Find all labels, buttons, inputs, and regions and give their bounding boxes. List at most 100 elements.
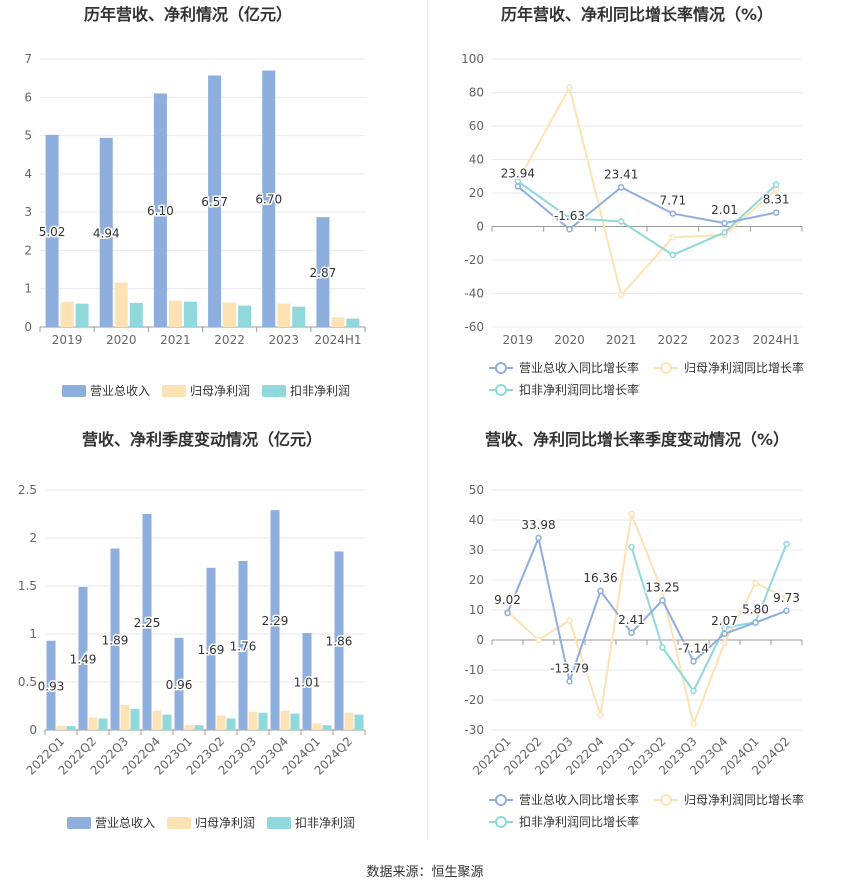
bar-2 <box>344 712 354 730</box>
y-tick-label: 20 <box>469 186 484 200</box>
y-tick-label: 2.5 <box>18 483 37 497</box>
bar-3 <box>183 301 197 327</box>
bar-2 <box>168 300 182 327</box>
bar-3 <box>238 305 252 327</box>
data-point-3 <box>721 624 728 632</box>
data-point-1 <box>669 210 677 217</box>
data-point-1 <box>628 629 635 637</box>
quarterly-revenue-profit-chart: 营收、净利季度变动情况（亿元）00.511.522.52022Q12022Q22… <box>18 430 366 830</box>
legend-swatch <box>262 385 286 397</box>
line-data-label: 16.36 <box>583 571 617 585</box>
y-tick-label: -60 <box>464 320 484 334</box>
bar-3 <box>129 302 143 327</box>
legend-marker <box>660 362 672 374</box>
bar-3 <box>66 726 76 730</box>
data-point-2 <box>752 579 759 587</box>
y-tick-label: 50 <box>469 483 484 497</box>
bar-data-label: 6.10 <box>147 204 174 218</box>
line-data-label: -1.63 <box>554 209 585 223</box>
x-tick-label: 2024H1 <box>314 333 361 347</box>
annual-revenue-profit-chart: 历年营收、净利情况（亿元） 0 1 2 3 4 5 6 7 2019 2020 2021 2022 202… <box>24 5 366 398</box>
data-source-note: 数据来源：恒生聚源 <box>366 865 484 880</box>
series-line-1 <box>517 185 777 231</box>
x-tick-label: 2019 <box>52 333 83 347</box>
legend-label: 归母净利润同比增长率 <box>684 360 804 375</box>
y-tick-label: 7 <box>24 52 32 66</box>
bar-2 <box>331 317 345 327</box>
data-point-2 <box>597 711 604 719</box>
bar-3 <box>75 303 89 327</box>
legend-label: 扣非净利润同比增长率 <box>519 814 639 829</box>
y-tick-label: 80 <box>469 86 484 100</box>
data-point-1 <box>752 619 759 626</box>
bar-1 <box>262 70 276 327</box>
y-tick-label: -20 <box>464 693 484 707</box>
bar-data-label: 5.02 <box>39 225 66 239</box>
y-tick-label: 20 <box>469 573 484 587</box>
bar-1 <box>270 510 280 730</box>
legend-label: 扣非净利润 <box>290 384 350 398</box>
y-tick-label: 0 <box>24 320 32 334</box>
y-tick-label: -40 <box>464 287 484 301</box>
bar-1 <box>45 134 59 327</box>
data-point-3 <box>721 229 728 236</box>
data-point-2 <box>566 617 573 624</box>
line-data-label: 7.71 <box>659 194 686 208</box>
bar-1 <box>238 561 248 730</box>
y-tick-label: 3 <box>24 205 32 219</box>
data-point-1 <box>535 534 542 542</box>
bar-data-label: 1.76 <box>230 640 257 654</box>
bar-data-label: 0.96 <box>166 678 193 692</box>
bar-data-label: 1.86 <box>326 635 353 649</box>
data-point-1 <box>721 630 728 638</box>
bar-2 <box>312 723 322 730</box>
bar-data-label: 1.01 <box>294 676 321 690</box>
chart-title: 营收、净利季度变动情况（亿元） <box>82 430 322 449</box>
y-tick-label: -10 <box>464 663 484 677</box>
x-tick-label: 2022 <box>658 333 689 347</box>
bar-3 <box>194 725 204 730</box>
bar-3 <box>130 708 140 730</box>
bar-2 <box>223 302 237 327</box>
line-data-label: 9.02 <box>494 593 521 607</box>
x-tick-label: 2024H1 <box>753 333 800 347</box>
data-point-2 <box>772 186 780 193</box>
line-data-label: 9.73 <box>773 591 800 605</box>
bar-2 <box>184 725 194 730</box>
quarterly-growth-rate-chart: 营收、净利同比增长率季度变动情况（%） -30 -20 -10 0 10 20 30 40 50 2… <box>464 430 804 829</box>
data-point-3 <box>566 214 573 222</box>
bar-data-label: 1.69 <box>198 643 225 657</box>
line-data-label: 13.25 <box>645 580 679 594</box>
bar-3 <box>162 714 172 730</box>
data-point-2 <box>783 594 790 602</box>
data-point-2 <box>566 84 573 91</box>
y-tick-label: 2 <box>29 531 37 545</box>
data-point-1 <box>659 597 666 604</box>
bar-1 <box>110 548 120 730</box>
x-tick-label: 2019 <box>503 333 534 347</box>
bar-3 <box>346 318 360 327</box>
line-data-label: -13.79 <box>550 661 589 675</box>
legend-label: 营业总收入同比增长率 <box>519 360 639 375</box>
y-tick-label: 1.5 <box>18 579 37 593</box>
bar-2 <box>280 710 290 730</box>
line-data-label: -7.14 <box>678 641 709 655</box>
data-point-1 <box>504 609 511 617</box>
legend-swatch <box>67 817 91 829</box>
line-data-label: 8.31 <box>763 193 790 207</box>
bar-2 <box>277 303 291 327</box>
bar-data-label: 6.70 <box>255 193 282 207</box>
bar-2 <box>60 302 74 327</box>
y-tick-label: 0 <box>29 723 37 737</box>
bar-2 <box>56 726 66 730</box>
bar-2 <box>216 715 226 730</box>
x-tick-label: 2020 <box>554 333 585 347</box>
data-point-2 <box>535 636 542 644</box>
bar-1 <box>78 586 88 730</box>
bar-1 <box>46 640 56 730</box>
bar-data-label: 1.89 <box>102 633 129 647</box>
data-point-1 <box>783 607 790 615</box>
y-tick-label: 1 <box>29 627 37 641</box>
bar-3 <box>226 718 236 730</box>
bar-2 <box>114 282 128 327</box>
